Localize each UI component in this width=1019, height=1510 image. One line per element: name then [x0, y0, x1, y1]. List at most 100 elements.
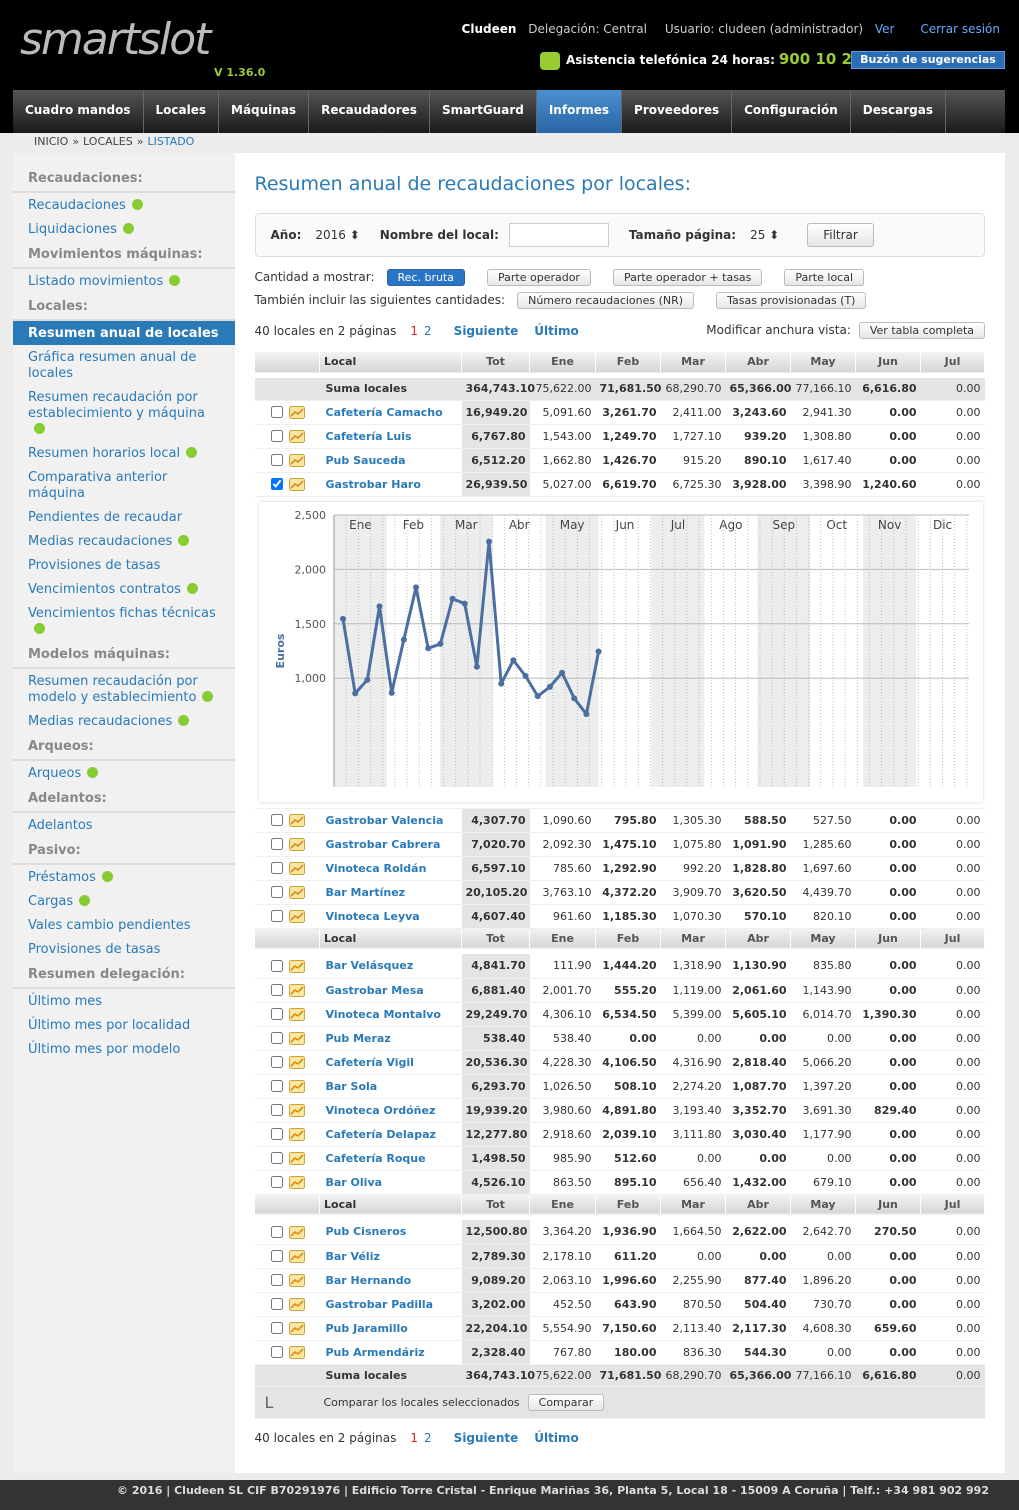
- chart-icon[interactable]: [288, 1345, 305, 1359]
- row-checkbox[interactable]: [270, 1226, 283, 1238]
- row-checkbox[interactable]: [270, 430, 283, 443]
- local-name[interactable]: Cafetería Roque: [319, 1146, 462, 1171]
- sidebar-link[interactable]: Liquidaciones: [13, 217, 235, 241]
- sidebar-link[interactable]: Medias recaudaciones: [13, 709, 235, 733]
- local-name[interactable]: Pub Sauceda: [319, 448, 462, 473]
- local-name[interactable]: Pub Jaramillo: [319, 1316, 462, 1341]
- local-name[interactable]: Bar Martínez: [319, 880, 462, 905]
- row-checkbox[interactable]: [270, 1056, 283, 1069]
- row-checkbox[interactable]: [270, 1298, 283, 1311]
- row-checkbox[interactable]: [270, 1346, 283, 1359]
- sidebar-link[interactable]: Último mes por localidad: [13, 1013, 235, 1037]
- chart-icon[interactable]: [288, 1175, 305, 1189]
- local-name[interactable]: Pub Meraz: [319, 1026, 462, 1051]
- option-button[interactable]: Parte operador: [487, 269, 591, 286]
- row-checkbox[interactable]: [270, 838, 283, 851]
- row-checkbox[interactable]: [270, 960, 283, 972]
- local-name[interactable]: Cafetería Delapaz: [319, 1122, 462, 1147]
- local-name[interactable]: Pub Armendáriz: [319, 1340, 462, 1365]
- local-name[interactable]: Vinoteca Montalvo: [319, 1002, 462, 1027]
- compare-button[interactable]: Comparar: [527, 1393, 605, 1411]
- row-checkbox[interactable]: [270, 1008, 283, 1021]
- nav-item[interactable]: Recaudadores: [309, 90, 430, 133]
- row-checkbox[interactable]: [270, 478, 283, 491]
- local-name[interactable]: Gastrobar Mesa: [319, 978, 462, 1003]
- chart-icon[interactable]: [288, 429, 305, 443]
- sidebar-link[interactable]: Gráfica resumen anual de locales: [13, 345, 235, 385]
- local-name[interactable]: Bar Velásquez: [319, 954, 462, 979]
- filter-button[interactable]: Filtrar: [807, 223, 874, 247]
- option-button[interactable]: Parte local: [784, 269, 865, 286]
- chart-icon[interactable]: [288, 1249, 305, 1263]
- chart-icon[interactable]: [288, 885, 305, 899]
- sidebar-link[interactable]: Cargas: [13, 889, 235, 913]
- sidebar-link[interactable]: Arqueos: [13, 761, 235, 785]
- sidebar-link[interactable]: Recaudaciones: [13, 193, 235, 217]
- local-name[interactable]: Cafetería Camacho: [319, 400, 462, 425]
- nav-item[interactable]: Locales: [144, 90, 219, 133]
- chart-icon[interactable]: [288, 453, 305, 467]
- chart-icon[interactable]: [288, 959, 305, 973]
- nav-item[interactable]: Cuadro mandos: [13, 90, 144, 133]
- next-link[interactable]: Siguiente: [453, 1430, 519, 1445]
- nav-item[interactable]: Configuración: [732, 90, 851, 133]
- chart-icon[interactable]: [288, 1007, 305, 1021]
- chart-icon[interactable]: [288, 405, 305, 419]
- nav-item[interactable]: Descargas: [851, 90, 946, 133]
- local-name[interactable]: Cafetería Luis: [319, 424, 462, 449]
- last-link[interactable]: Último: [534, 1430, 579, 1445]
- local-name[interactable]: Bar Sola: [319, 1074, 462, 1099]
- row-checkbox[interactable]: [270, 910, 283, 923]
- last-link[interactable]: Último: [534, 324, 579, 338]
- row-checkbox[interactable]: [270, 1152, 283, 1165]
- row-checkbox[interactable]: [270, 862, 283, 875]
- sidebar-link[interactable]: Préstamos: [13, 865, 235, 889]
- year-select[interactable]: 2016 ⬍: [315, 228, 360, 242]
- suggestions-button[interactable]: Buzón de sugerencias: [851, 51, 1005, 69]
- row-checkbox[interactable]: [270, 1080, 283, 1093]
- chart-icon[interactable]: [288, 1103, 305, 1117]
- row-checkbox[interactable]: [270, 886, 283, 899]
- option-button[interactable]: Número recaudaciones (NR): [517, 292, 695, 309]
- crumb[interactable]: LOCALES: [83, 135, 133, 148]
- row-checkbox[interactable]: [270, 984, 283, 997]
- row-checkbox[interactable]: [270, 1128, 283, 1141]
- chart-icon[interactable]: [288, 1151, 305, 1165]
- chart-icon[interactable]: [288, 1079, 305, 1093]
- nav-item[interactable]: Máquinas: [219, 90, 310, 133]
- sidebar-link[interactable]: Provisiones de tasas: [13, 937, 235, 961]
- sidebar-link[interactable]: Resumen anual de locales: [13, 321, 235, 345]
- row-checkbox[interactable]: [270, 1176, 283, 1189]
- option-button[interactable]: Tasas provisionadas (T): [716, 292, 867, 309]
- local-name[interactable]: Bar Véliz: [319, 1244, 462, 1269]
- row-checkbox[interactable]: [270, 406, 283, 419]
- page-size-select[interactable]: 25 ⬍: [750, 228, 780, 242]
- nav-item[interactable]: Informes: [536, 90, 623, 133]
- sidebar-link[interactable]: Resumen recaudación por modelo y estable…: [13, 669, 235, 709]
- row-checkbox[interactable]: [270, 1104, 283, 1117]
- sidebar-link[interactable]: Provisiones de tasas: [13, 553, 235, 577]
- chart-icon[interactable]: [288, 1127, 305, 1141]
- chart-icon[interactable]: [288, 837, 305, 851]
- sidebar-link[interactable]: Pendientes de recaudar: [13, 505, 235, 529]
- option-button[interactable]: Parte operador + tasas: [612, 269, 763, 286]
- chart-icon[interactable]: [288, 1225, 305, 1239]
- row-checkbox[interactable]: [270, 1274, 283, 1287]
- nav-item[interactable]: Proveedores: [622, 90, 733, 133]
- local-name[interactable]: Bar Hernando: [319, 1268, 462, 1293]
- logout-link[interactable]: Cerrar sesión: [920, 22, 1000, 36]
- option-button[interactable]: Rec. bruta: [386, 269, 465, 286]
- row-checkbox[interactable]: [270, 1032, 283, 1045]
- local-name[interactable]: Vinoteca Roldán: [319, 856, 462, 881]
- sidebar-link[interactable]: Comparativa anterior máquina: [13, 465, 235, 505]
- full-table-button[interactable]: Ver tabla completa: [858, 322, 985, 339]
- sidebar-link[interactable]: Último mes por modelo: [13, 1037, 235, 1061]
- chart-icon[interactable]: [288, 983, 305, 997]
- page-link[interactable]: 1: [410, 324, 419, 338]
- chart-icon[interactable]: [288, 1297, 305, 1311]
- local-name[interactable]: Vinoteca Leyva: [319, 904, 462, 929]
- local-name[interactable]: Gastrobar Haro: [319, 472, 462, 497]
- sidebar-link[interactable]: Vales cambio pendientes: [13, 913, 235, 937]
- chart-icon[interactable]: [288, 1055, 305, 1069]
- local-name[interactable]: Gastrobar Cabrera: [319, 832, 462, 857]
